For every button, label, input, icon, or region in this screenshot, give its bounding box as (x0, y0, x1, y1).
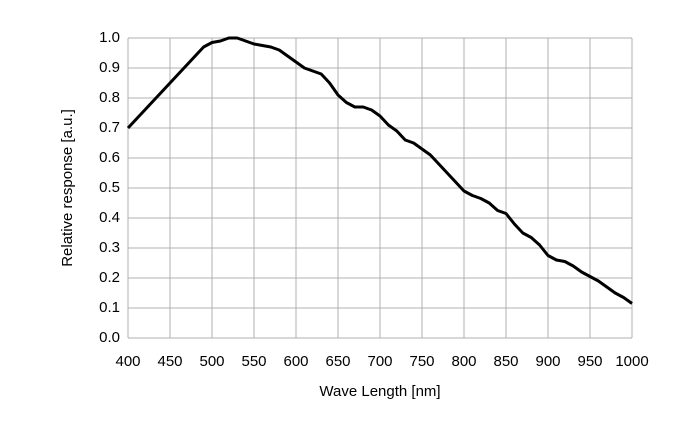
x-tick-label: 550 (241, 353, 266, 370)
y-tick-label: 1.0 (99, 29, 120, 46)
y-tick-label: 0.6 (99, 149, 120, 166)
x-tick-label: 450 (157, 353, 182, 370)
x-tick-label: 700 (367, 353, 392, 370)
line (126, 36, 633, 305)
x-tick-label: 950 (577, 353, 602, 370)
y-tick-label: 0.8 (99, 89, 120, 106)
x-tick-label: 800 (451, 353, 476, 370)
y-tick-label: 0.7 (99, 119, 120, 136)
x-tick-label: 1000 (615, 353, 648, 370)
x-tick-label: 750 (409, 353, 434, 370)
y-axis-label: Relative response [a.u.] (59, 109, 76, 267)
y-tick-label: 0.1 (99, 299, 120, 316)
y-tick-label: 0.0 (99, 329, 120, 346)
y-tick-label: 0.5 (99, 179, 120, 196)
y-tick-label: 0.2 (99, 269, 120, 286)
y-tick-label: 0.4 (99, 209, 120, 226)
x-tick-label: 500 (199, 353, 224, 370)
x-tick-label: 850 (493, 353, 518, 370)
x-tick-label: 650 (325, 353, 350, 370)
y-tick-label: 0.3 (99, 239, 120, 256)
x-tick-label: 600 (283, 353, 308, 370)
y-tick-label: 0.9 (99, 59, 120, 76)
x-tick-label: 400 (115, 353, 140, 370)
x-axis-label: Wave Length [nm] (319, 383, 440, 400)
x-tick-label: 900 (535, 353, 560, 370)
